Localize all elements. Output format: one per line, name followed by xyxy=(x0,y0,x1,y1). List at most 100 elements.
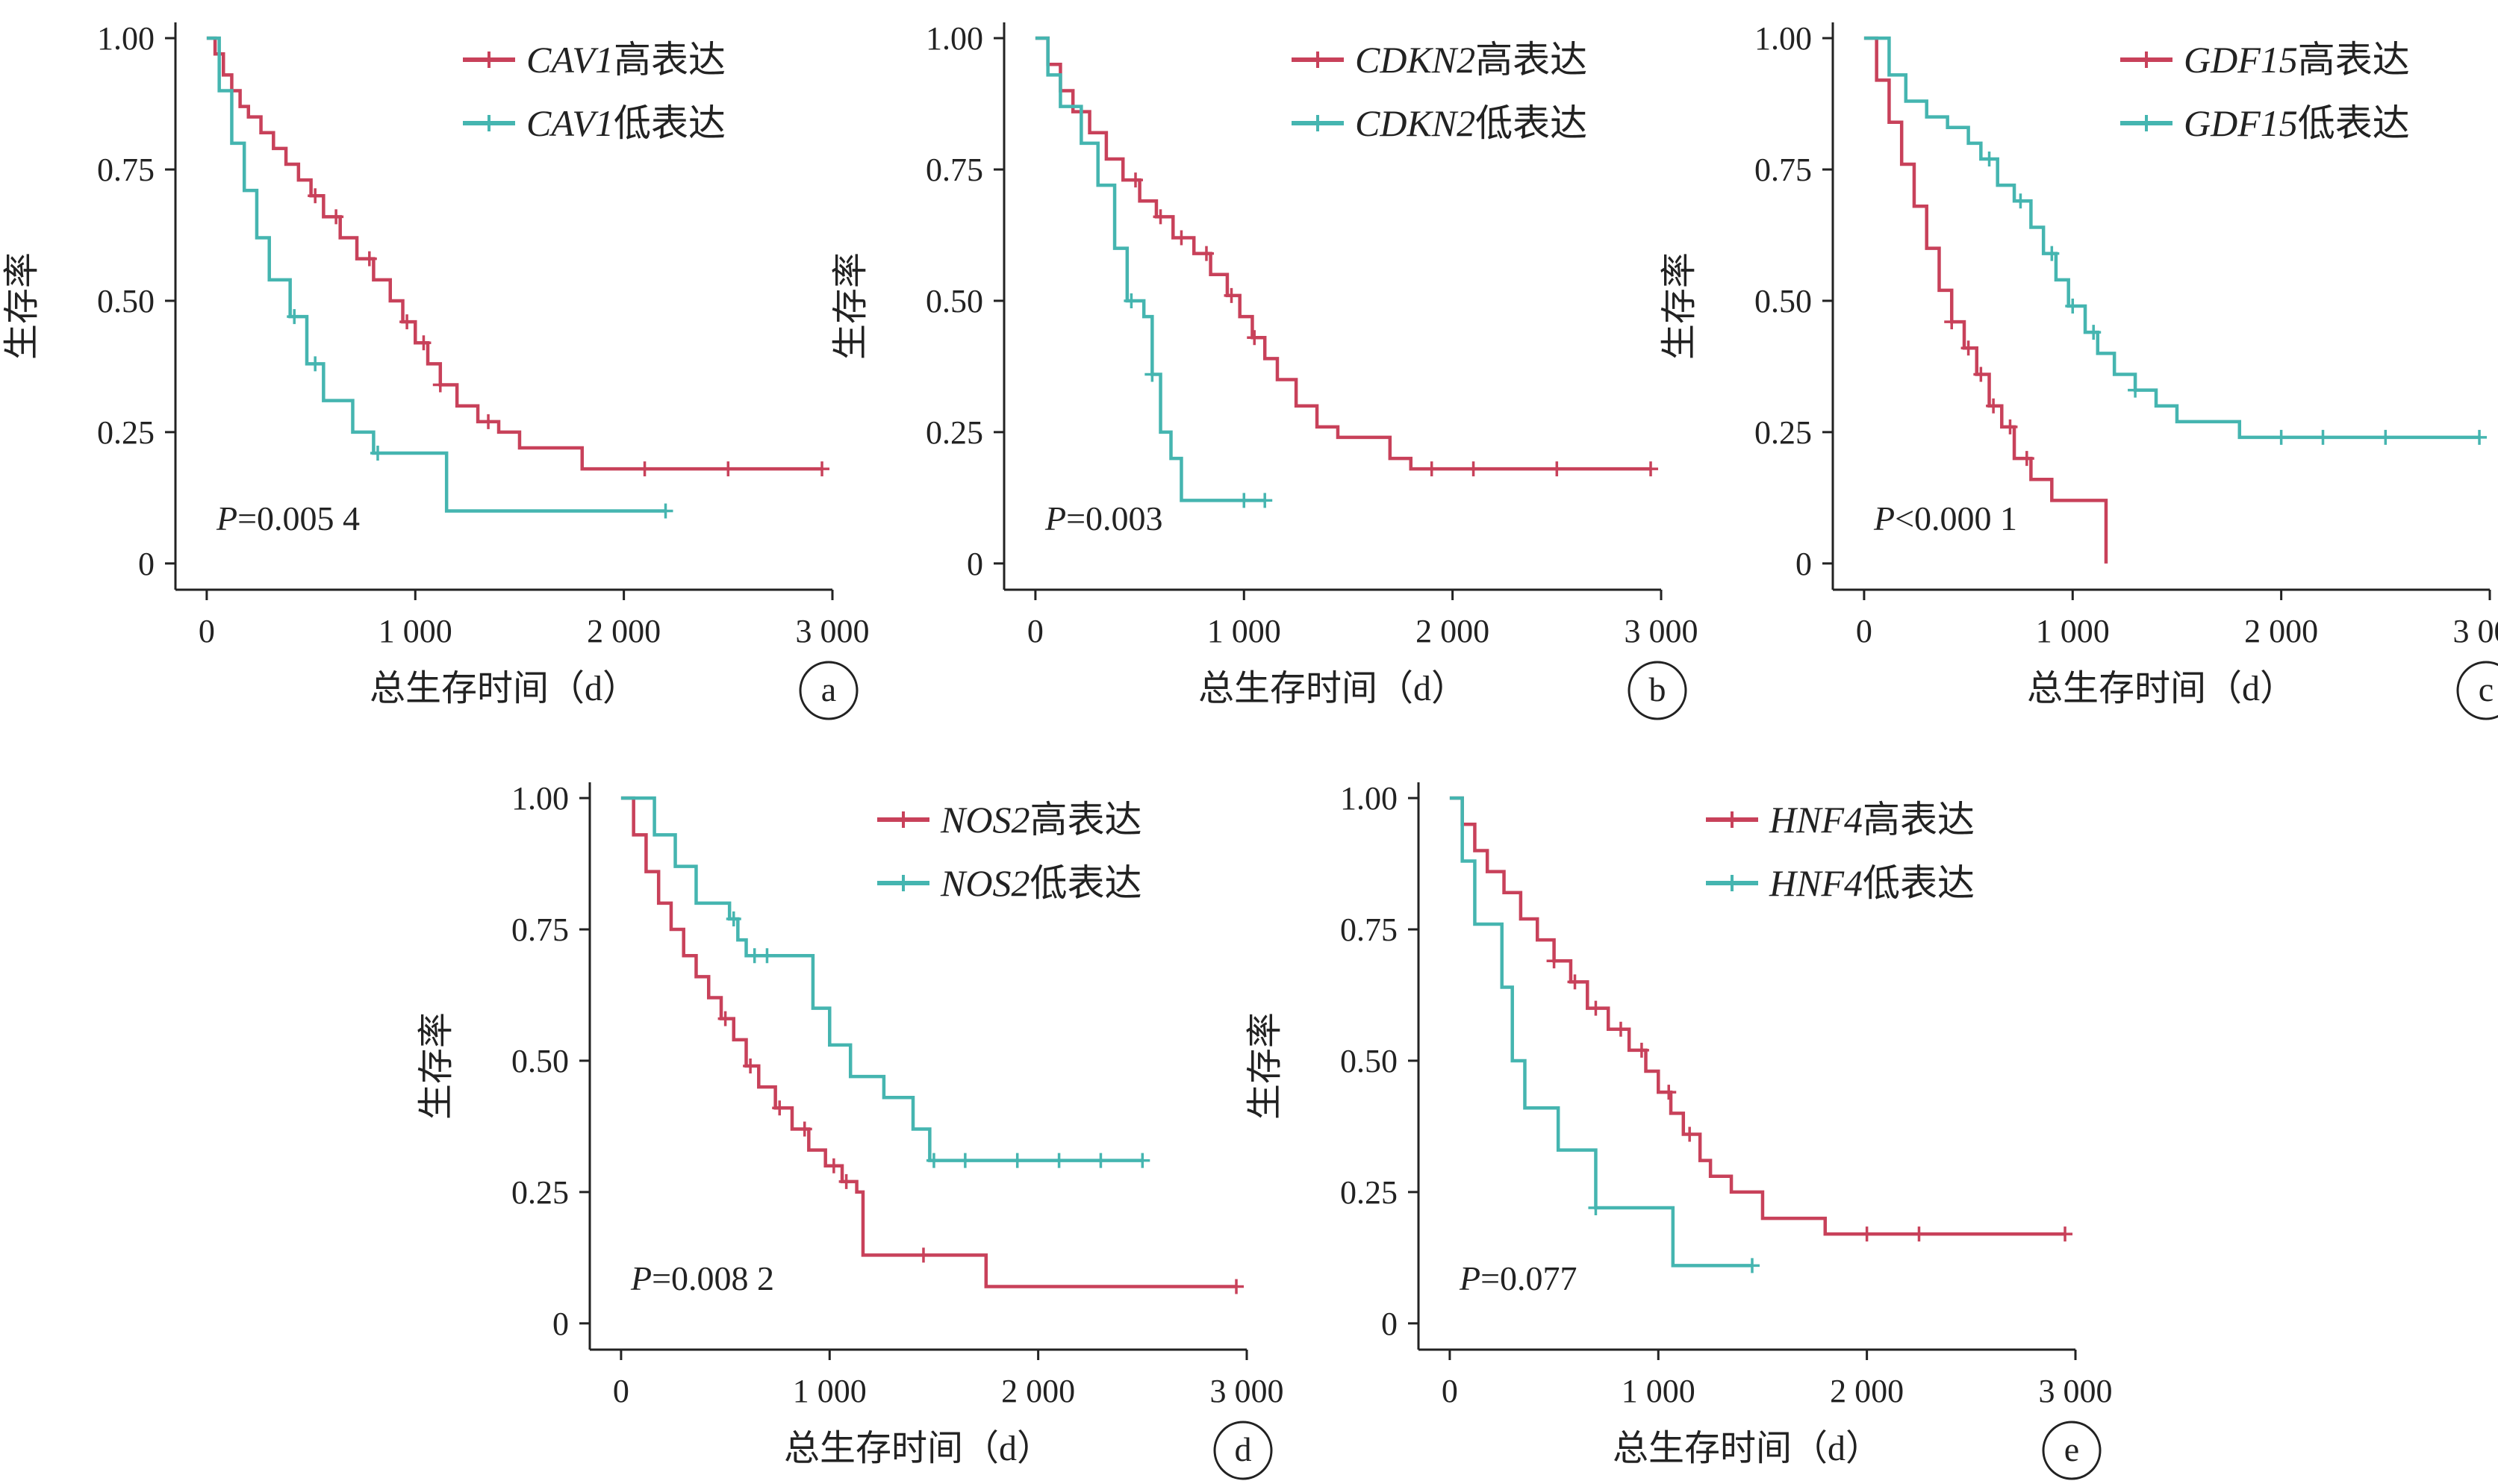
y-tick-label: 1.00 xyxy=(926,20,983,57)
y-tick-label: 0.50 xyxy=(1754,283,1812,319)
x-axis-title: 总生存时间（d） xyxy=(1198,669,1467,708)
censor-mark xyxy=(328,209,344,225)
x-tick-label: 0 xyxy=(1442,1373,1458,1409)
censor-mark xyxy=(772,1100,788,1116)
censor-mark xyxy=(308,356,323,372)
legend-item-low: CAV1低表达 xyxy=(463,102,726,144)
censor-mark xyxy=(287,309,302,325)
legend-item-low: CDKN2低表达 xyxy=(1292,102,1587,144)
x-tick-label: 2 000 xyxy=(1830,1373,1904,1409)
censor-mark xyxy=(1153,209,1168,225)
x-tick-label: 3 000 xyxy=(796,613,870,649)
panel-letter-circle xyxy=(1213,1421,1273,1480)
p-value-label: P<0.000 1 xyxy=(1873,499,2017,537)
censor-mark xyxy=(1466,461,1481,477)
survival-curve-high xyxy=(206,36,823,471)
x-tick-label: 0 xyxy=(613,1373,629,1409)
panel-letter: b xyxy=(1649,670,1666,708)
panel-letter: e xyxy=(2064,1430,2079,1468)
censor-mark xyxy=(717,1011,733,1026)
survival-curve-low xyxy=(620,796,1143,1162)
censor-mark xyxy=(747,948,762,964)
y-tick-label: 0.25 xyxy=(926,414,983,451)
censor-mark xyxy=(2128,382,2143,398)
y-tick-label: 0.25 xyxy=(1340,1174,1398,1211)
censor-mark xyxy=(1174,230,1189,246)
survival-curve-high xyxy=(1035,36,1651,471)
y-tick-label: 0 xyxy=(1381,1306,1398,1342)
panel-letter-circle xyxy=(2456,661,2498,720)
censor-mark xyxy=(1247,330,1262,346)
chart-panel-c: 0 0.25 0.50 0.75 1.00 0 1 000 2 000 3 000 总生存时间（d… xyxy=(1660,20,2498,720)
censor-mark xyxy=(1960,340,1976,356)
p-value-label: P=0.003 xyxy=(1044,499,1163,537)
x-tick-label: 1 000 xyxy=(1207,613,1281,649)
censor-mark xyxy=(2378,429,2393,445)
y-tick-label: 0.75 xyxy=(511,911,569,948)
censor-mark xyxy=(399,314,415,330)
censor-mark xyxy=(1236,493,1252,508)
censor-mark xyxy=(370,446,385,461)
y-axis-title: 生存率 xyxy=(1245,1012,1285,1120)
censor-mark xyxy=(2019,451,2034,467)
censor-mark xyxy=(957,1153,973,1168)
panel-letter: c xyxy=(2479,670,2494,708)
legend-label: HNF4低表达 xyxy=(1769,862,1975,904)
censor-mark xyxy=(743,1059,759,1073)
y-tick-label: 1.00 xyxy=(1340,780,1398,817)
y-tick-label: 0.25 xyxy=(1754,414,1812,451)
censor-mark xyxy=(658,503,673,519)
x-tick-label: 2 000 xyxy=(2244,613,2318,649)
censor-mark xyxy=(1682,1126,1698,1142)
censor-mark xyxy=(759,948,775,964)
y-tick-label: 1.00 xyxy=(97,20,155,57)
legend-label: CAV1低表达 xyxy=(526,102,726,144)
censor-mark xyxy=(1198,246,1214,261)
x-tick-label: 0 xyxy=(1856,613,1872,649)
censor-mark xyxy=(2013,193,2028,209)
legend-label: NOS2低表达 xyxy=(940,862,1141,904)
y-tick-label: 0.50 xyxy=(511,1043,569,1079)
x-axis-title: 总生存时间（d） xyxy=(1613,1429,1881,1468)
censor-mark xyxy=(1135,1153,1150,1168)
y-axis-title: 生存率 xyxy=(831,252,870,360)
censor-mark xyxy=(915,1247,931,1263)
censor-mark xyxy=(797,1121,812,1137)
censor-mark xyxy=(432,377,448,393)
y-axis-title: 生存率 xyxy=(1660,252,1699,360)
x-tick-label: 1 000 xyxy=(2036,613,2110,649)
censor-mark xyxy=(1859,1226,1875,1242)
x-tick-label: 1 000 xyxy=(1622,1373,1695,1409)
censor-mark xyxy=(1643,461,1659,477)
censor-mark xyxy=(1973,367,1989,382)
legend-label: CDKN2高表达 xyxy=(1355,39,1587,81)
x-tick-label: 3 000 xyxy=(2453,613,2498,649)
legend-item-high: CDKN2高表达 xyxy=(1292,39,1587,81)
censor-mark xyxy=(2086,325,2102,340)
x-axis-title: 总生存时间（d） xyxy=(370,669,638,708)
y-tick-label: 0.75 xyxy=(1754,152,1812,188)
x-tick-label: 2 000 xyxy=(587,613,661,649)
survival-curve-low xyxy=(1449,796,1752,1268)
censor-mark xyxy=(1661,1085,1677,1100)
censor-mark xyxy=(1633,1042,1649,1058)
y-tick-label: 0.50 xyxy=(97,283,155,319)
p-value-label: P=0.077 xyxy=(1459,1259,1577,1297)
censor-mark xyxy=(1986,398,2002,414)
x-tick-label: 2 000 xyxy=(1001,1373,1075,1409)
survival-curve-low xyxy=(206,36,666,513)
x-tick-label: 0 xyxy=(1027,613,1044,649)
censor-mark xyxy=(1257,493,1273,508)
x-tick-label: 1 000 xyxy=(379,613,452,649)
legend-item-high: CAV1高表达 xyxy=(463,39,726,81)
y-tick-label: 0 xyxy=(138,546,155,582)
censor-mark xyxy=(926,1153,941,1168)
censor-mark xyxy=(2315,429,2331,445)
legend-item-low: GDF15低表达 xyxy=(2120,102,2410,144)
y-tick-label: 0.25 xyxy=(511,1174,569,1211)
censor-mark xyxy=(1588,1200,1604,1215)
censor-mark xyxy=(1093,1153,1109,1168)
x-tick-label: 3 000 xyxy=(1625,613,1698,649)
panel-letter: a xyxy=(821,670,836,708)
legend-item-high: HNF4高表达 xyxy=(1706,799,1975,841)
